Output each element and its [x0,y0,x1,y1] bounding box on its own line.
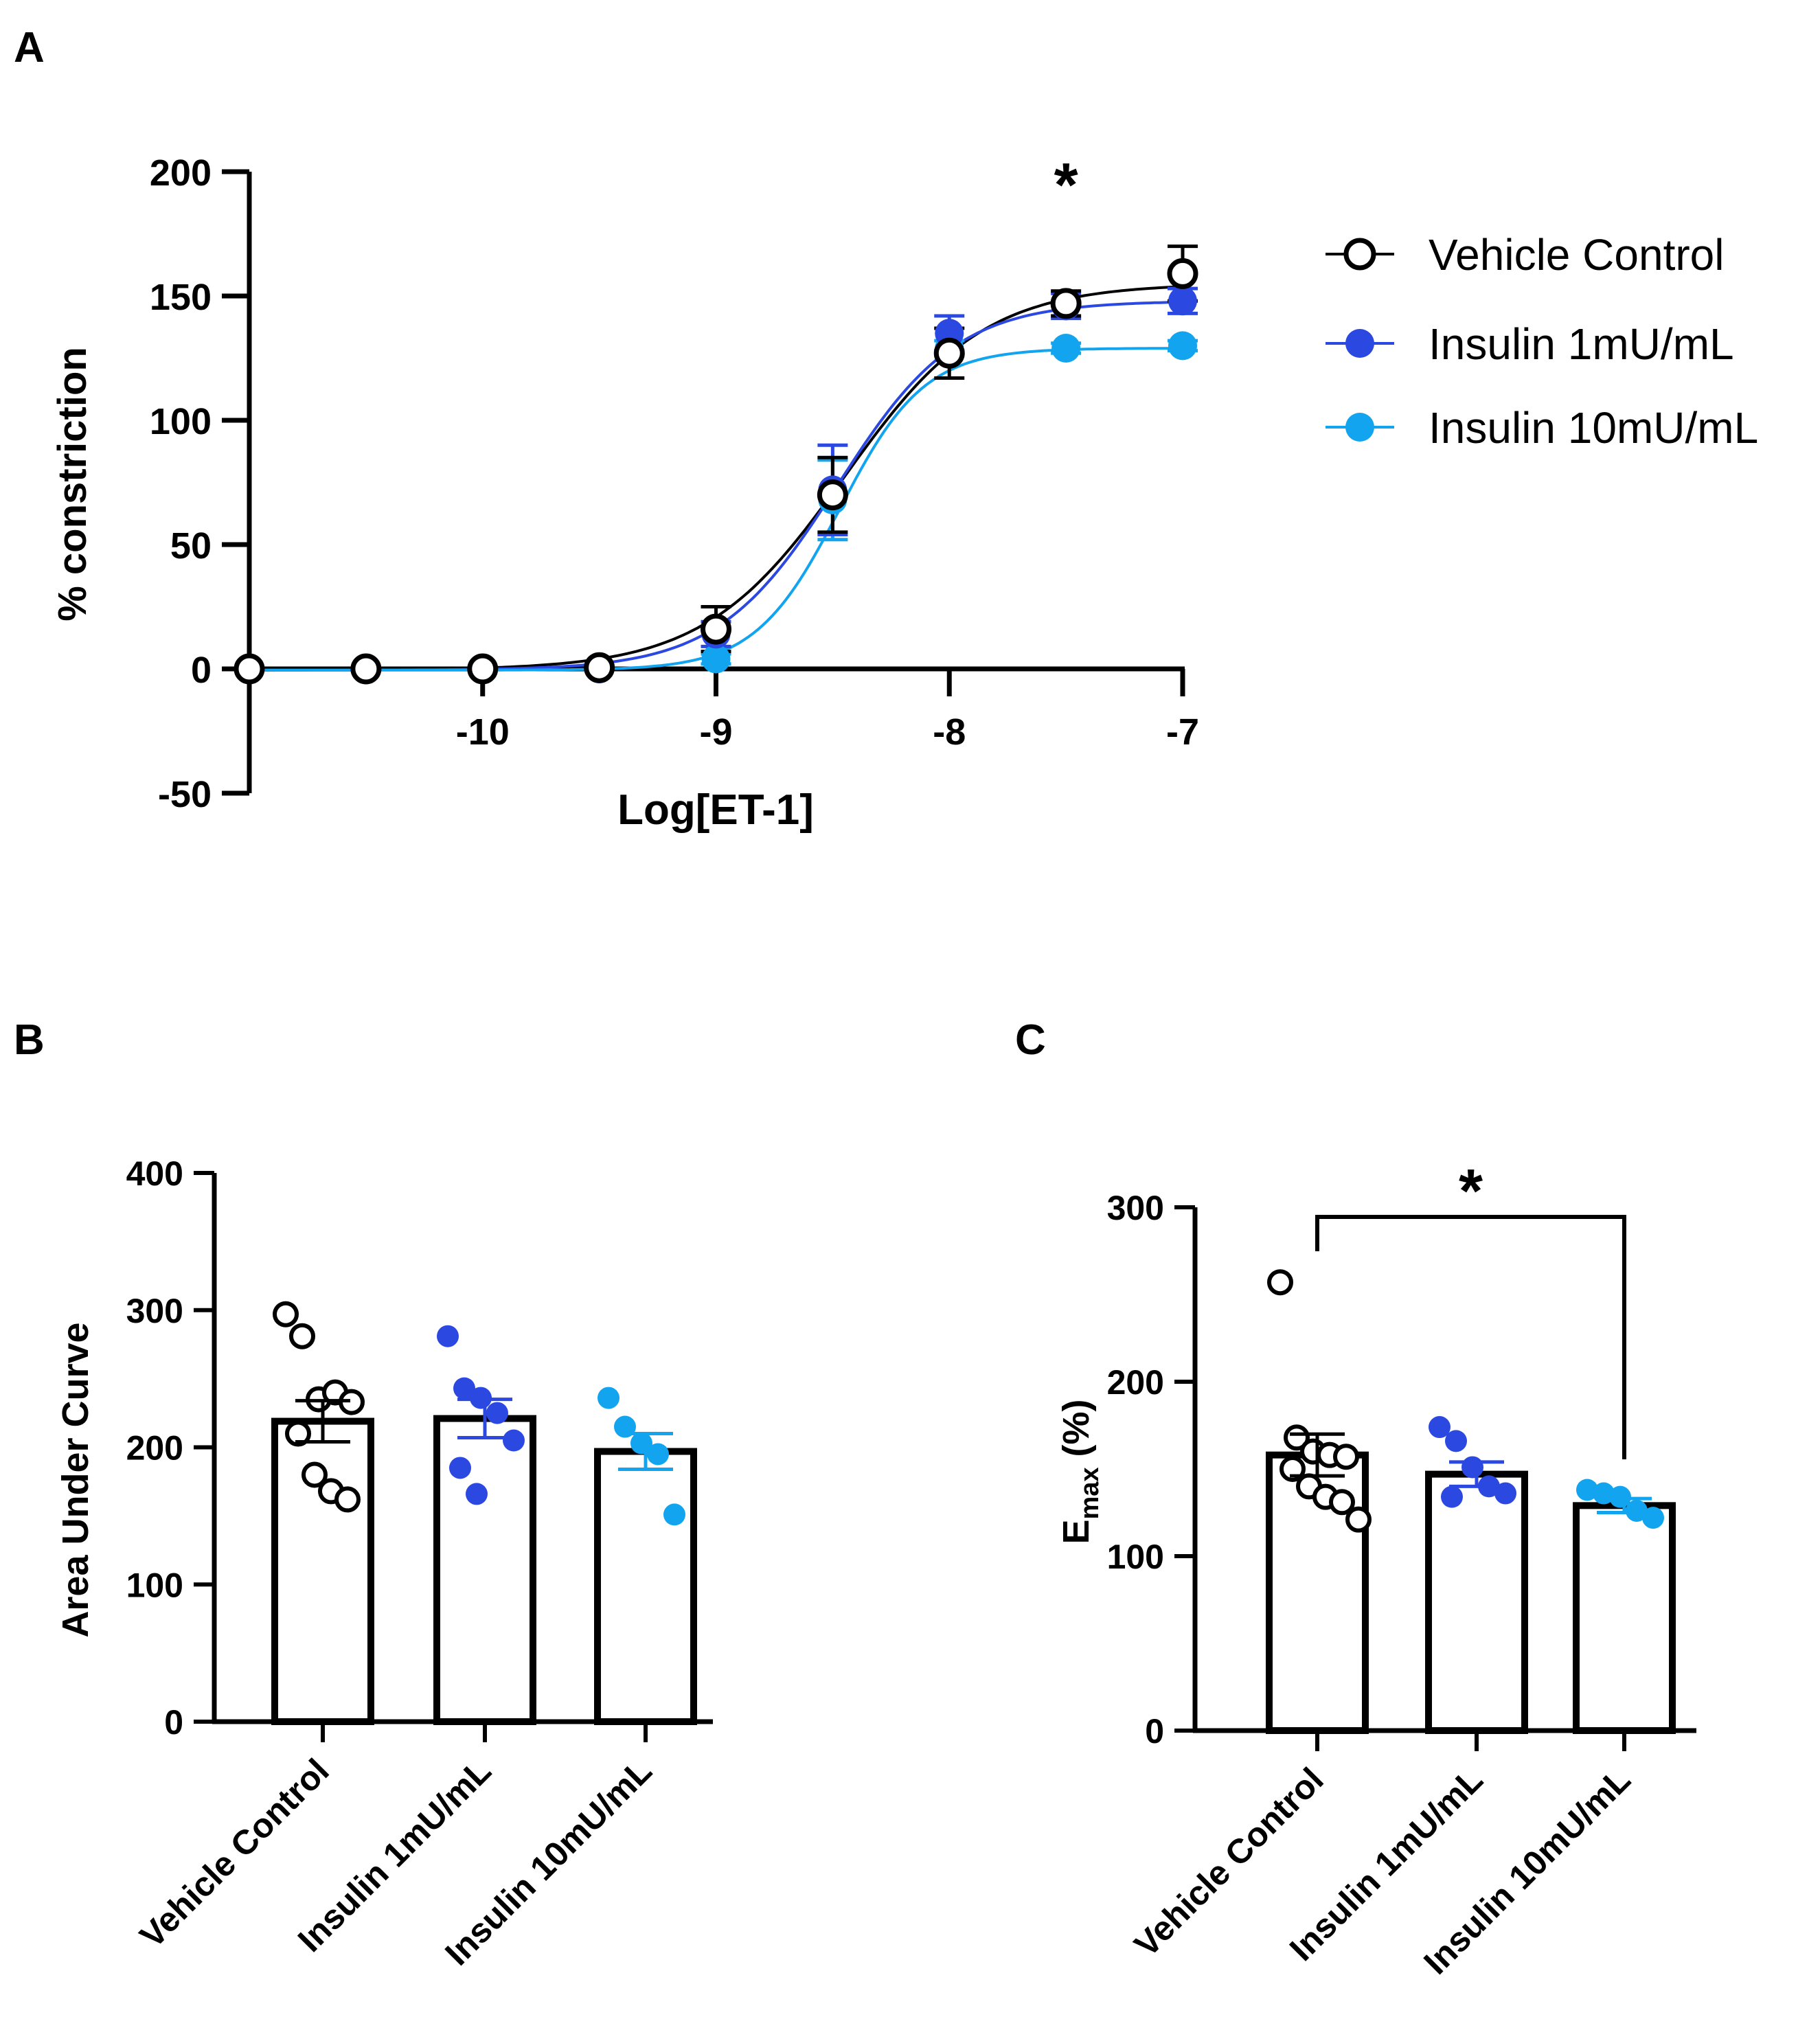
panel-c-y-label: Emax (%) [1056,1399,1104,1544]
panel-c-data-point [1429,1416,1451,1439]
panel-a-point-series-1 [1167,258,1198,289]
panel-c-y-tick-label: 300 [1107,1189,1164,1227]
panel-b-data-point [486,1402,508,1424]
panel-a-point-series-1 [467,653,499,685]
panel-c-significance-star: * [1459,1157,1483,1226]
panel-b-data-point [273,1301,299,1327]
panel-a-point-series-1 [933,337,965,369]
panel-a-y-tick-label: 100 [150,401,212,442]
legend-marker-insulin-1 [1345,329,1374,358]
panel-label-a: A [14,24,45,71]
panel-a-significance-star: * [1054,151,1078,220]
panel-a-point-series-3 [1168,331,1197,361]
panel-b-y-label: Area Under Curve [55,1322,96,1637]
panel-a-points [234,244,1198,685]
legend-item-insulin-1: Insulin 1mU/mL [1326,319,1734,369]
panel-c-data-point [1461,1456,1483,1479]
panel-b-y-tick-label: 400 [126,1154,183,1193]
panel-b-data-point [334,1486,361,1513]
panel-c-bar [1425,1470,1528,1735]
panel-b-data-point [289,1323,315,1349]
legend-label-insulin-10: Insulin 10mU/mL [1429,403,1758,453]
panel-a-x-tick-label: -8 [933,711,966,753]
legend: Vehicle Control Insulin 1mU/mL Insulin 1… [1326,230,1758,453]
panel-a-point-series-2 [1168,286,1197,316]
panel-b-data-point [285,1420,311,1447]
panel-a-x-tick-label: -9 [699,711,732,753]
panel-label-b: B [14,1016,45,1064]
panel-b-y-tick-label: 0 [164,1703,183,1742]
panel-c-y-label-tail: (%) [1056,1399,1097,1467]
panel-c-y-tick-label: 0 [1145,1712,1164,1751]
legend-item-vehicle: Vehicle Control [1326,230,1724,280]
panel-a-y-tick-label: -50 [158,774,212,815]
panel-c-data-point [1284,1424,1310,1451]
legend-label-insulin-1: Insulin 1mU/mL [1429,319,1734,369]
panel-c-data-point [1626,1499,1648,1522]
panel-a-y-tick-label: 150 [150,277,212,318]
panel-a-point-series-1 [350,653,382,685]
panel-c-y-tick-label: 200 [1107,1363,1164,1402]
legend-marker-vehicle [1343,238,1376,271]
legend-label-vehicle: Vehicle Control [1429,230,1724,280]
panel-b-data-point [647,1443,669,1466]
panel-c-data-point [1441,1485,1463,1508]
panel-a-point-series-1 [1050,288,1082,319]
panel-c-bar [1573,1502,1676,1735]
panel-b-data-point [453,1377,475,1400]
panel-b-data-point [302,1461,328,1488]
panel-a-y-tick-label: 50 [170,525,212,567]
panel-c-y-label-sub: max [1076,1467,1104,1519]
panel-b-y-tick-label: 200 [126,1429,183,1468]
panel-a-y-tick-label: 0 [191,650,212,691]
panel-b-data-point [437,1325,459,1347]
panel-c-data-point [1329,1489,1355,1516]
panel-a-point-series-1 [701,613,731,645]
panel-c-data-point [1333,1444,1359,1470]
panel-c-data-point [1642,1507,1664,1529]
panel-a-x-tick-label: -7 [1166,711,1199,753]
panel-b-data-point [598,1387,619,1409]
legend-item-insulin-10: Insulin 10mU/mL [1326,403,1758,453]
panel-c-data-point [1345,1506,1372,1533]
panel-a-axes: -50 0 50 100 150 200 -10 -9 -8 -7 [150,152,1199,815]
legend-marker-insulin-10 [1345,413,1374,442]
panel-b-y-tick-label: 300 [126,1292,183,1330]
panel-a-y-label: % constriction [50,347,95,622]
panel-a-point-series-1 [584,652,615,683]
panel-b-data-point [466,1483,488,1505]
panel-a-point-series-1 [234,653,265,685]
panel-b-data-point [503,1429,525,1452]
panel-a-x-label: Log[ET-1] [617,786,814,834]
panel-a-point-series-3 [1051,334,1081,363]
panel-a-point-series-1 [817,479,848,511]
panel-b-bar [594,1448,697,1725]
panel-a-point-series-3 [701,644,731,674]
panel-a-y-tick-label: 200 [150,152,212,194]
panel-b-data-point [663,1503,685,1526]
panel-c-significance-bracket [1315,1215,1626,1459]
panel-c-data-point [1267,1269,1293,1296]
panel-c-y-label-main: E [1056,1520,1097,1544]
panel-c-data-point [1576,1479,1598,1501]
panel-label-c: C [1015,1016,1046,1064]
panel-b-y-tick-label: 100 [126,1566,183,1604]
panel-b-data-point [449,1457,471,1479]
panel-a-x-tick-label: -10 [456,711,510,753]
panel-c-y-tick-label: 100 [1107,1538,1164,1576]
panel-c-data-point [1445,1430,1467,1452]
